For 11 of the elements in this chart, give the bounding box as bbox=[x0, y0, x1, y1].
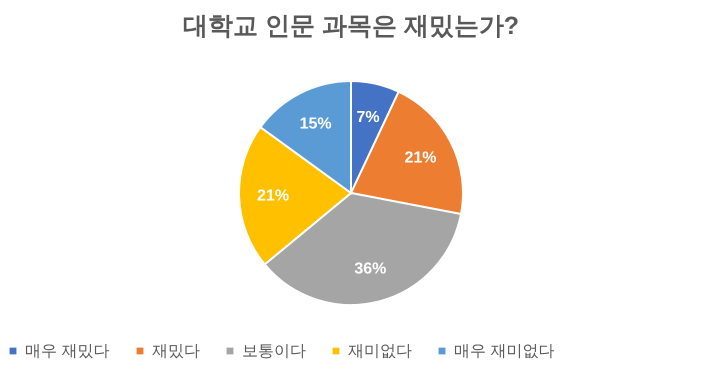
legend-label: 보통이다 bbox=[242, 343, 306, 360]
chart-title: 대학교 인문 과목은 재밌는가? bbox=[182, 12, 520, 40]
data-label: 7% bbox=[356, 108, 380, 126]
data-label: 21% bbox=[404, 150, 437, 167]
data-label: 21% bbox=[257, 187, 290, 204]
legend-label: 매우 재밌다 bbox=[25, 343, 110, 360]
legend-label: 재미없다 bbox=[348, 343, 412, 360]
data-label: 36% bbox=[354, 260, 386, 278]
data-label: 15% bbox=[300, 116, 332, 132]
legend-label: 재밌다 bbox=[152, 343, 200, 360]
legend-label: 매우 재미없다 bbox=[454, 343, 554, 360]
